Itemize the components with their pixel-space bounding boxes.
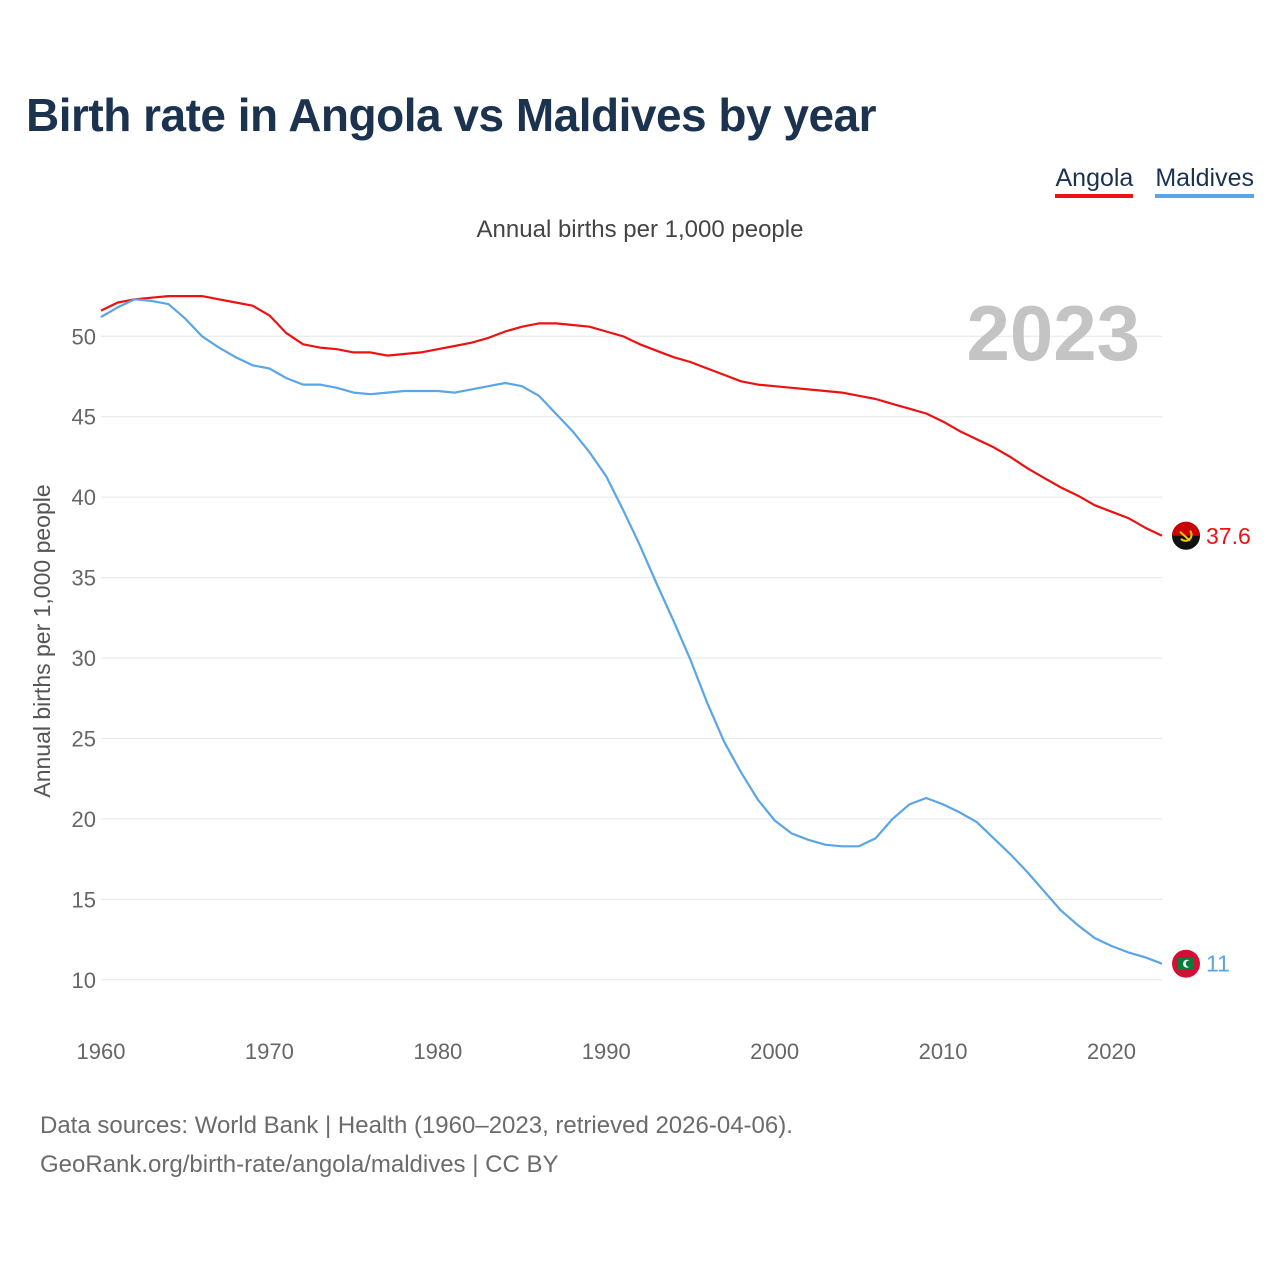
end-value-label-angola: 37.6 xyxy=(1206,523,1251,549)
x-tick-label: 1960 xyxy=(77,1039,126,1064)
series-line-maldives xyxy=(100,298,1163,965)
chart-title: Birth rate in Angola vs Maldives by year xyxy=(26,89,877,141)
y-tick-label: 30 xyxy=(72,646,96,671)
y-tick-label: 20 xyxy=(72,807,96,832)
chart-subtitle: Annual births per 1,000 people xyxy=(476,216,804,243)
x-tick-label: 2010 xyxy=(919,1039,968,1064)
data-source-note: Data sources: World Bank | Health (1960–… xyxy=(40,1112,793,1139)
x-tick-label: 2020 xyxy=(1087,1039,1136,1064)
attribution-link[interactable]: GeoRank.org/birth-rate/angola/maldives |… xyxy=(40,1151,559,1178)
x-tick-label: 2000 xyxy=(750,1039,799,1064)
footer: Data sources: World Bank | Health (1960–… xyxy=(40,1106,793,1184)
y-tick-label: 40 xyxy=(72,485,96,510)
y-tick-label: 50 xyxy=(72,324,96,349)
x-tick-label: 1990 xyxy=(582,1039,631,1064)
y-tick-label: 35 xyxy=(72,566,96,591)
series-lines xyxy=(100,295,1163,965)
y-axis-label: Annual births per 1,000 people xyxy=(29,484,55,797)
y-axis-ticks: 10 15 20 25 30 35 40 45 50 xyxy=(72,324,96,992)
flag-marker-maldives xyxy=(1172,949,1200,978)
end-value-label-maldives: 11 xyxy=(1206,951,1230,977)
x-axis-ticks: 1960 1970 1980 1990 2000 2010 2020 xyxy=(77,1039,1136,1064)
y-tick-label: 25 xyxy=(72,726,96,751)
y-tick-label: 15 xyxy=(72,887,96,912)
legend: Angola Maldives xyxy=(1055,164,1254,198)
line-chart: 10 15 20 25 30 35 40 45 50 1960 1970 1980 1990 2000 2… xyxy=(29,289,1251,1064)
x-tick-label: 1970 xyxy=(245,1039,294,1064)
x-tick-label: 1980 xyxy=(413,1039,462,1064)
gridlines xyxy=(101,335,1162,981)
end-markers: 37.6 11 xyxy=(1172,521,1251,978)
series-line-angola xyxy=(100,295,1163,537)
y-tick-label: 10 xyxy=(72,968,96,993)
flag-marker-angola xyxy=(1172,521,1200,550)
y-tick-label: 45 xyxy=(72,405,96,430)
current-year-label: 2023 xyxy=(966,289,1140,377)
legend-item-angola[interactable]: Angola xyxy=(1055,164,1134,198)
legend-item-maldives[interactable]: Maldives xyxy=(1155,164,1254,198)
